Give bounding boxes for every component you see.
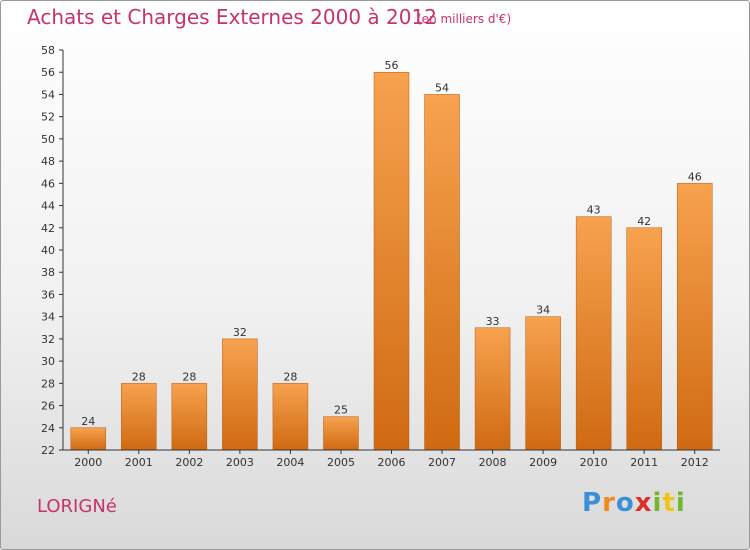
x-tick-label: 2004 bbox=[276, 456, 304, 469]
data-label: 25 bbox=[334, 404, 348, 417]
x-tick-label: 2006 bbox=[378, 456, 406, 469]
bar-2000 bbox=[70, 427, 107, 451]
bar-2002 bbox=[171, 383, 208, 451]
y-tick-label: 40 bbox=[41, 244, 55, 257]
data-label: 56 bbox=[385, 59, 399, 72]
data-label: 32 bbox=[233, 326, 247, 339]
data-label: 24 bbox=[81, 415, 95, 428]
logo-letter: o bbox=[615, 488, 635, 518]
logo-letter: i bbox=[675, 488, 686, 518]
y-tick-label: 24 bbox=[41, 422, 55, 435]
data-label: 28 bbox=[132, 370, 146, 383]
logo-letter: P bbox=[582, 488, 603, 518]
y-tick-label: 58 bbox=[41, 44, 55, 57]
x-tick-label: 2005 bbox=[327, 456, 355, 469]
bars: 24 28 28 32 28 25 56 54 33 34 43 42 46 bbox=[70, 59, 713, 451]
chart-title: Achats et Charges Externes 2000 à 2012 bbox=[27, 5, 437, 29]
logo-letter: r bbox=[602, 488, 616, 518]
bar-2012 bbox=[676, 183, 713, 451]
bar-2009 bbox=[525, 316, 561, 451]
y-tick-label: 26 bbox=[41, 400, 55, 413]
x-tick-label: 2007 bbox=[428, 456, 456, 469]
y-tick-label: 56 bbox=[41, 66, 55, 79]
bar-2001 bbox=[121, 383, 157, 451]
x-tick-label: 2010 bbox=[580, 456, 608, 469]
y-tick-label: 50 bbox=[41, 133, 55, 146]
y-tick-label: 32 bbox=[41, 333, 55, 346]
y-tick-label: 42 bbox=[41, 222, 55, 235]
data-label: 28 bbox=[182, 370, 196, 383]
x-axis: 2000 2001 2002 2003 2004 2005 2006 2007 2008 2009… bbox=[63, 449, 720, 469]
proxiti-logo[interactable]: Proxiti bbox=[582, 488, 686, 518]
y-tick-label: 52 bbox=[41, 111, 55, 124]
logo-letter: i bbox=[652, 488, 663, 518]
data-label: 46 bbox=[688, 170, 702, 183]
x-tick-label: 2012 bbox=[681, 456, 709, 469]
data-label: 43 bbox=[587, 204, 601, 217]
y-tick-label: 48 bbox=[41, 155, 55, 168]
y-tick-label: 28 bbox=[41, 377, 55, 390]
bar-2008 bbox=[474, 327, 511, 451]
bar-2006 bbox=[373, 71, 410, 451]
logo-letter: t bbox=[662, 488, 676, 518]
x-tick-label: 2009 bbox=[529, 456, 557, 469]
data-label: 54 bbox=[435, 81, 449, 94]
y-tick-label: 30 bbox=[41, 355, 55, 368]
data-label: 28 bbox=[283, 370, 297, 383]
x-tick-label: 2001 bbox=[125, 456, 153, 469]
bar-2005 bbox=[323, 416, 359, 451]
y-tick-label: 46 bbox=[41, 177, 55, 190]
data-label: 33 bbox=[486, 315, 500, 328]
bar-2010 bbox=[575, 216, 612, 451]
y-tick-label: 36 bbox=[41, 288, 55, 301]
logo-letter: x bbox=[634, 488, 653, 518]
y-tick-label: 22 bbox=[41, 444, 55, 457]
x-tick-label: 2000 bbox=[74, 456, 102, 469]
y-tick-label: 38 bbox=[41, 266, 55, 279]
y-tick-label: 34 bbox=[41, 311, 55, 324]
commune-name: LORIGNé bbox=[37, 496, 117, 517]
bar-2004 bbox=[272, 383, 309, 451]
bar-2003 bbox=[222, 338, 258, 451]
y-tick-label: 54 bbox=[41, 88, 55, 101]
data-label: 34 bbox=[536, 304, 550, 317]
x-tick-label: 2002 bbox=[175, 456, 203, 469]
x-tick-label: 2011 bbox=[630, 456, 658, 469]
data-label: 42 bbox=[637, 215, 651, 228]
x-tick-label: 2003 bbox=[226, 456, 254, 469]
chart-subtitle: (en milliers d'€) bbox=[417, 12, 512, 26]
y-axis: 22 24 26 28 30 32 34 36 38 40 42 44 46 48 50 52 54 56 58 bbox=[41, 44, 64, 457]
x-tick-label: 2008 bbox=[479, 456, 507, 469]
y-tick-label: 44 bbox=[41, 200, 55, 213]
bar-2007 bbox=[424, 94, 460, 451]
bar-2011 bbox=[626, 227, 662, 451]
